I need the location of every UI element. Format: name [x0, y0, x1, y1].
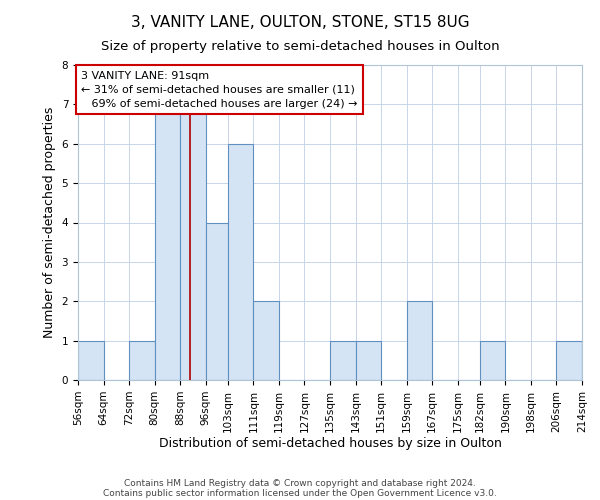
Bar [582, 340, 600, 380]
Bar [253, 301, 279, 380]
Text: Size of property relative to semi-detached houses in Oulton: Size of property relative to semi-detach… [101, 40, 499, 53]
Bar [180, 104, 206, 380]
Text: 3 VANITY LANE: 91sqm
← 31% of semi-detached houses are smaller (11)
   69% of se: 3 VANITY LANE: 91sqm ← 31% of semi-detac… [81, 71, 358, 109]
Y-axis label: Number of semi-detached properties: Number of semi-detached properties [43, 107, 56, 338]
Bar [356, 340, 381, 380]
Bar [556, 340, 582, 380]
Bar [155, 104, 180, 380]
Bar [129, 340, 155, 380]
Bar [480, 340, 505, 380]
Text: Contains public sector information licensed under the Open Government Licence v3: Contains public sector information licen… [103, 488, 497, 498]
Bar [330, 340, 356, 380]
Bar [228, 144, 253, 380]
Bar [78, 340, 104, 380]
Bar [206, 222, 228, 380]
Bar [407, 301, 432, 380]
Text: Contains HM Land Registry data © Crown copyright and database right 2024.: Contains HM Land Registry data © Crown c… [124, 478, 476, 488]
X-axis label: Distribution of semi-detached houses by size in Oulton: Distribution of semi-detached houses by … [158, 438, 502, 450]
Text: 3, VANITY LANE, OULTON, STONE, ST15 8UG: 3, VANITY LANE, OULTON, STONE, ST15 8UG [131, 15, 469, 30]
